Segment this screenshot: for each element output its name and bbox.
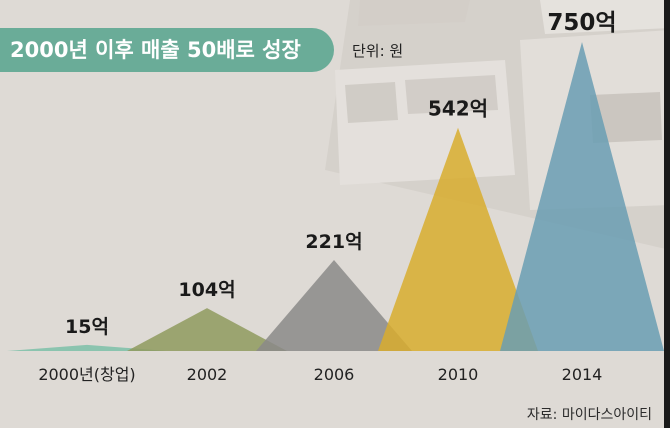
data-label: 15억	[65, 316, 109, 338]
source-label: 자료: 마이다스아이티	[526, 407, 652, 423]
x-tick-label: 2002	[187, 365, 228, 384]
area-mark	[127, 308, 287, 351]
data-label: 750억	[547, 10, 616, 36]
x-tick-label: 2000년(창업)	[38, 365, 135, 384]
area-mark	[256, 259, 412, 351]
area-mark	[500, 42, 664, 351]
unit-label: 단위: 원	[352, 42, 404, 60]
area-mark	[7, 344, 167, 351]
data-label: 104억	[178, 279, 235, 301]
data-label: 221억	[305, 231, 362, 253]
x-tick-label: 2006	[314, 365, 355, 384]
area-mark	[378, 127, 538, 351]
x-tick-label: 2010	[438, 365, 479, 384]
chart-title: 2000년 이후 매출 50배로 성장	[0, 28, 334, 72]
x-tick-label: 2014	[562, 365, 603, 384]
data-label: 542억	[428, 97, 488, 121]
